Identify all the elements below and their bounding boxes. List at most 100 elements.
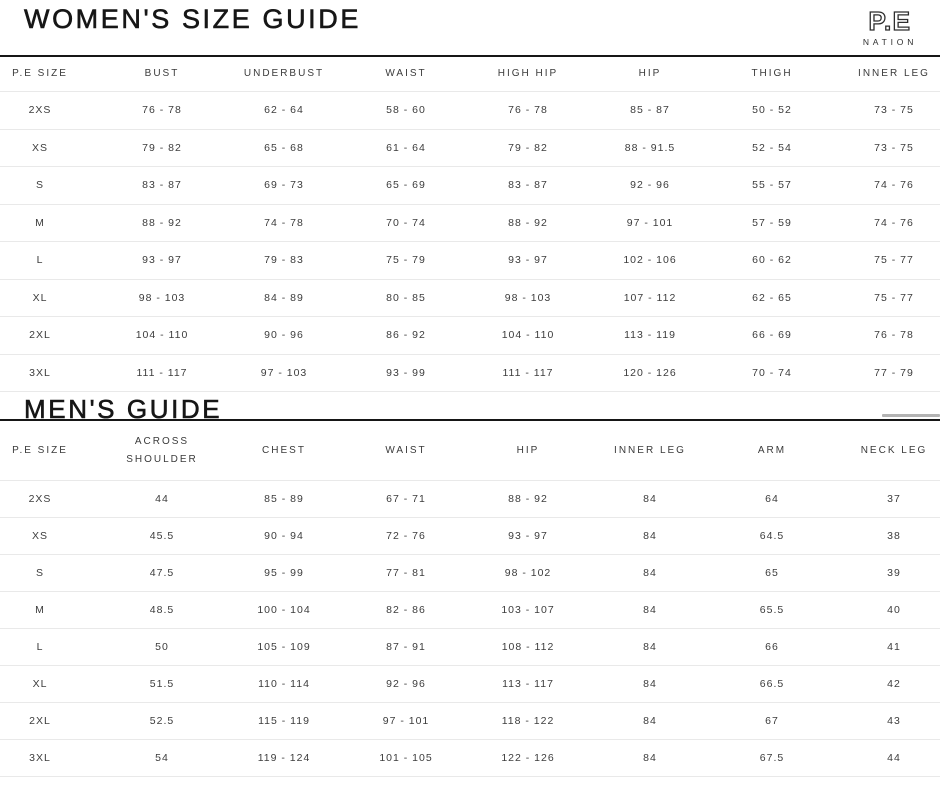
- measurement-cell: 100 - 104: [257, 604, 311, 616]
- column-header: WAIST: [385, 444, 427, 456]
- table-row: XL 98 - 103 84 - 89 80 - 85 98 - 103 107 - 11…: [0, 280, 940, 317]
- measurement-cell: 88 - 92: [508, 216, 548, 229]
- column-header: WAIST: [385, 68, 427, 79]
- measurement-cell: 75 - 79: [386, 254, 426, 267]
- measurement-cell: 55 - 57: [752, 179, 792, 192]
- measurement-cell: 84: [643, 641, 657, 653]
- measurement-cell: 37: [887, 493, 901, 505]
- measurement-cell: 79 - 82: [508, 141, 548, 154]
- measurement-cell: 104 - 110: [501, 329, 555, 342]
- measurement-cell: 79 - 82: [142, 141, 182, 154]
- measurement-cell: 50: [155, 641, 169, 653]
- table-row: 2XL 104 - 110 90 - 96 86 - 92 104 - 110 113 -…: [0, 317, 940, 355]
- measurement-cell: 65 - 69: [386, 179, 426, 192]
- measurement-cell: 84: [643, 530, 657, 542]
- mens-size-table: P.E SIZE ACROSS SHOULDER CHEST WAIST HIP INNE…: [0, 421, 940, 777]
- measurement-cell: 58 - 60: [386, 104, 426, 117]
- pe-nation-logo: P.E NATION: [852, 6, 928, 48]
- measurement-cell: 113 - 119: [624, 329, 676, 342]
- column-header: P.E SIZE: [12, 68, 68, 79]
- measurement-cell: 85 - 89: [264, 493, 304, 505]
- measurement-cell: 88 - 91.5: [624, 141, 676, 154]
- size-label-cell: 2XL: [29, 329, 51, 342]
- size-label-cell: XL: [32, 678, 48, 690]
- measurement-cell: 93 - 97: [142, 254, 182, 267]
- column-header: INNER LEG: [858, 68, 930, 79]
- measurement-cell: 77 - 81: [386, 567, 426, 579]
- measurement-cell: 38: [887, 530, 901, 542]
- measurement-cell: 74 - 76: [874, 179, 914, 192]
- womens-section-title: WOMEN'S SIZE GUIDE: [24, 4, 361, 35]
- measurement-cell: 93 - 97: [508, 530, 548, 542]
- measurement-cell: 39: [887, 567, 901, 579]
- size-label-cell: 2XL: [29, 715, 51, 727]
- measurement-cell: 97 - 101: [626, 216, 674, 229]
- measurement-cell: 103 - 107: [501, 604, 555, 616]
- measurement-cell: 108 - 112: [501, 641, 555, 653]
- measurement-cell: 98 - 103: [138, 291, 186, 304]
- measurement-cell: 90 - 96: [264, 329, 304, 342]
- size-label-cell: XL: [32, 291, 48, 304]
- size-label-cell: 2XS: [28, 493, 52, 505]
- measurement-cell: 48.5: [149, 604, 175, 616]
- column-header: HIP: [516, 444, 540, 456]
- measurement-cell: 50 - 52: [752, 104, 792, 117]
- table-row: L 93 - 97 79 - 83 75 - 79 93 - 97 102 - 106 60…: [0, 242, 940, 280]
- measurement-cell: 92 - 96: [630, 179, 670, 192]
- measurement-cell: 67 - 71: [386, 493, 426, 505]
- measurement-cell: 84: [643, 715, 657, 727]
- table-row: S 83 - 87 69 - 73 65 - 69 83 - 87 92 - 96 55 -…: [0, 167, 940, 205]
- measurement-cell: 60 - 62: [752, 254, 792, 267]
- table-row: XL 51.5 110 - 114 92 - 96 113 - 117 84 66.5 42: [0, 666, 940, 703]
- womens-section-rule: [0, 55, 940, 57]
- measurement-cell: 97 - 103: [260, 366, 308, 379]
- measurement-cell: 74 - 78: [264, 216, 304, 229]
- measurement-cell: 76 - 78: [142, 104, 182, 117]
- table-row: 2XL 52.5 115 - 119 97 - 101 118 - 122 84 67 43: [0, 703, 940, 740]
- measurement-cell: 79 - 83: [264, 254, 304, 267]
- measurement-cell: 67: [765, 715, 779, 727]
- column-header: BUST: [144, 68, 180, 79]
- measurement-cell: 72 - 76: [386, 530, 426, 542]
- mens-table-header-row: P.E SIZE ACROSS SHOULDER CHEST WAIST HIP INNE…: [0, 421, 940, 481]
- size-label-cell: XS: [31, 141, 48, 154]
- measurement-cell: 118 - 122: [501, 715, 555, 727]
- size-label-cell: 3XL: [29, 752, 51, 764]
- measurement-cell: 52 - 54: [752, 141, 792, 154]
- measurement-cell: 88 - 92: [508, 493, 548, 505]
- measurement-cell: 111 - 117: [502, 366, 554, 379]
- measurement-cell: 52.5: [149, 715, 175, 727]
- measurement-cell: 113 - 117: [502, 678, 554, 690]
- measurement-cell: 66 - 69: [752, 329, 792, 342]
- horizontal-scrollbar-thumb[interactable]: [882, 414, 940, 417]
- pe-nation-logo-mark: P.E NATION: [863, 6, 913, 47]
- measurement-cell: 73 - 75: [874, 104, 914, 117]
- column-header: P.E SIZE: [12, 444, 68, 456]
- measurement-cell: 104 - 110: [135, 329, 189, 342]
- measurement-cell: 82 - 86: [386, 604, 426, 616]
- size-label-cell: M: [35, 216, 45, 229]
- measurement-cell: 95 - 99: [264, 567, 304, 579]
- measurement-cell: 75 - 77: [874, 254, 914, 267]
- measurement-cell: 84: [643, 604, 657, 616]
- column-header: HIP: [638, 68, 662, 79]
- logo-primary-text: P.E: [868, 6, 911, 36]
- measurement-cell: 80 - 85: [386, 291, 426, 304]
- measurement-cell: 98 - 102: [504, 567, 552, 579]
- size-label-cell: XS: [31, 530, 48, 542]
- measurement-cell: 61 - 64: [386, 141, 426, 154]
- measurement-cell: 62 - 65: [752, 291, 792, 304]
- table-row: M 48.5 100 - 104 82 - 86 103 - 107 84 65.5 40: [0, 592, 940, 629]
- measurement-cell: 54: [155, 752, 169, 764]
- measurement-cell: 111 - 117: [136, 366, 188, 379]
- measurement-cell: 47.5: [149, 567, 175, 579]
- measurement-cell: 74 - 76: [874, 216, 914, 229]
- measurement-cell: 75 - 77: [874, 291, 914, 304]
- measurement-cell: 70 - 74: [752, 366, 792, 379]
- measurement-cell: 98 - 103: [504, 291, 552, 304]
- size-label-cell: S: [35, 179, 44, 192]
- size-label-cell: L: [36, 254, 44, 267]
- measurement-cell: 64: [765, 493, 779, 505]
- measurement-cell: 76 - 78: [508, 104, 548, 117]
